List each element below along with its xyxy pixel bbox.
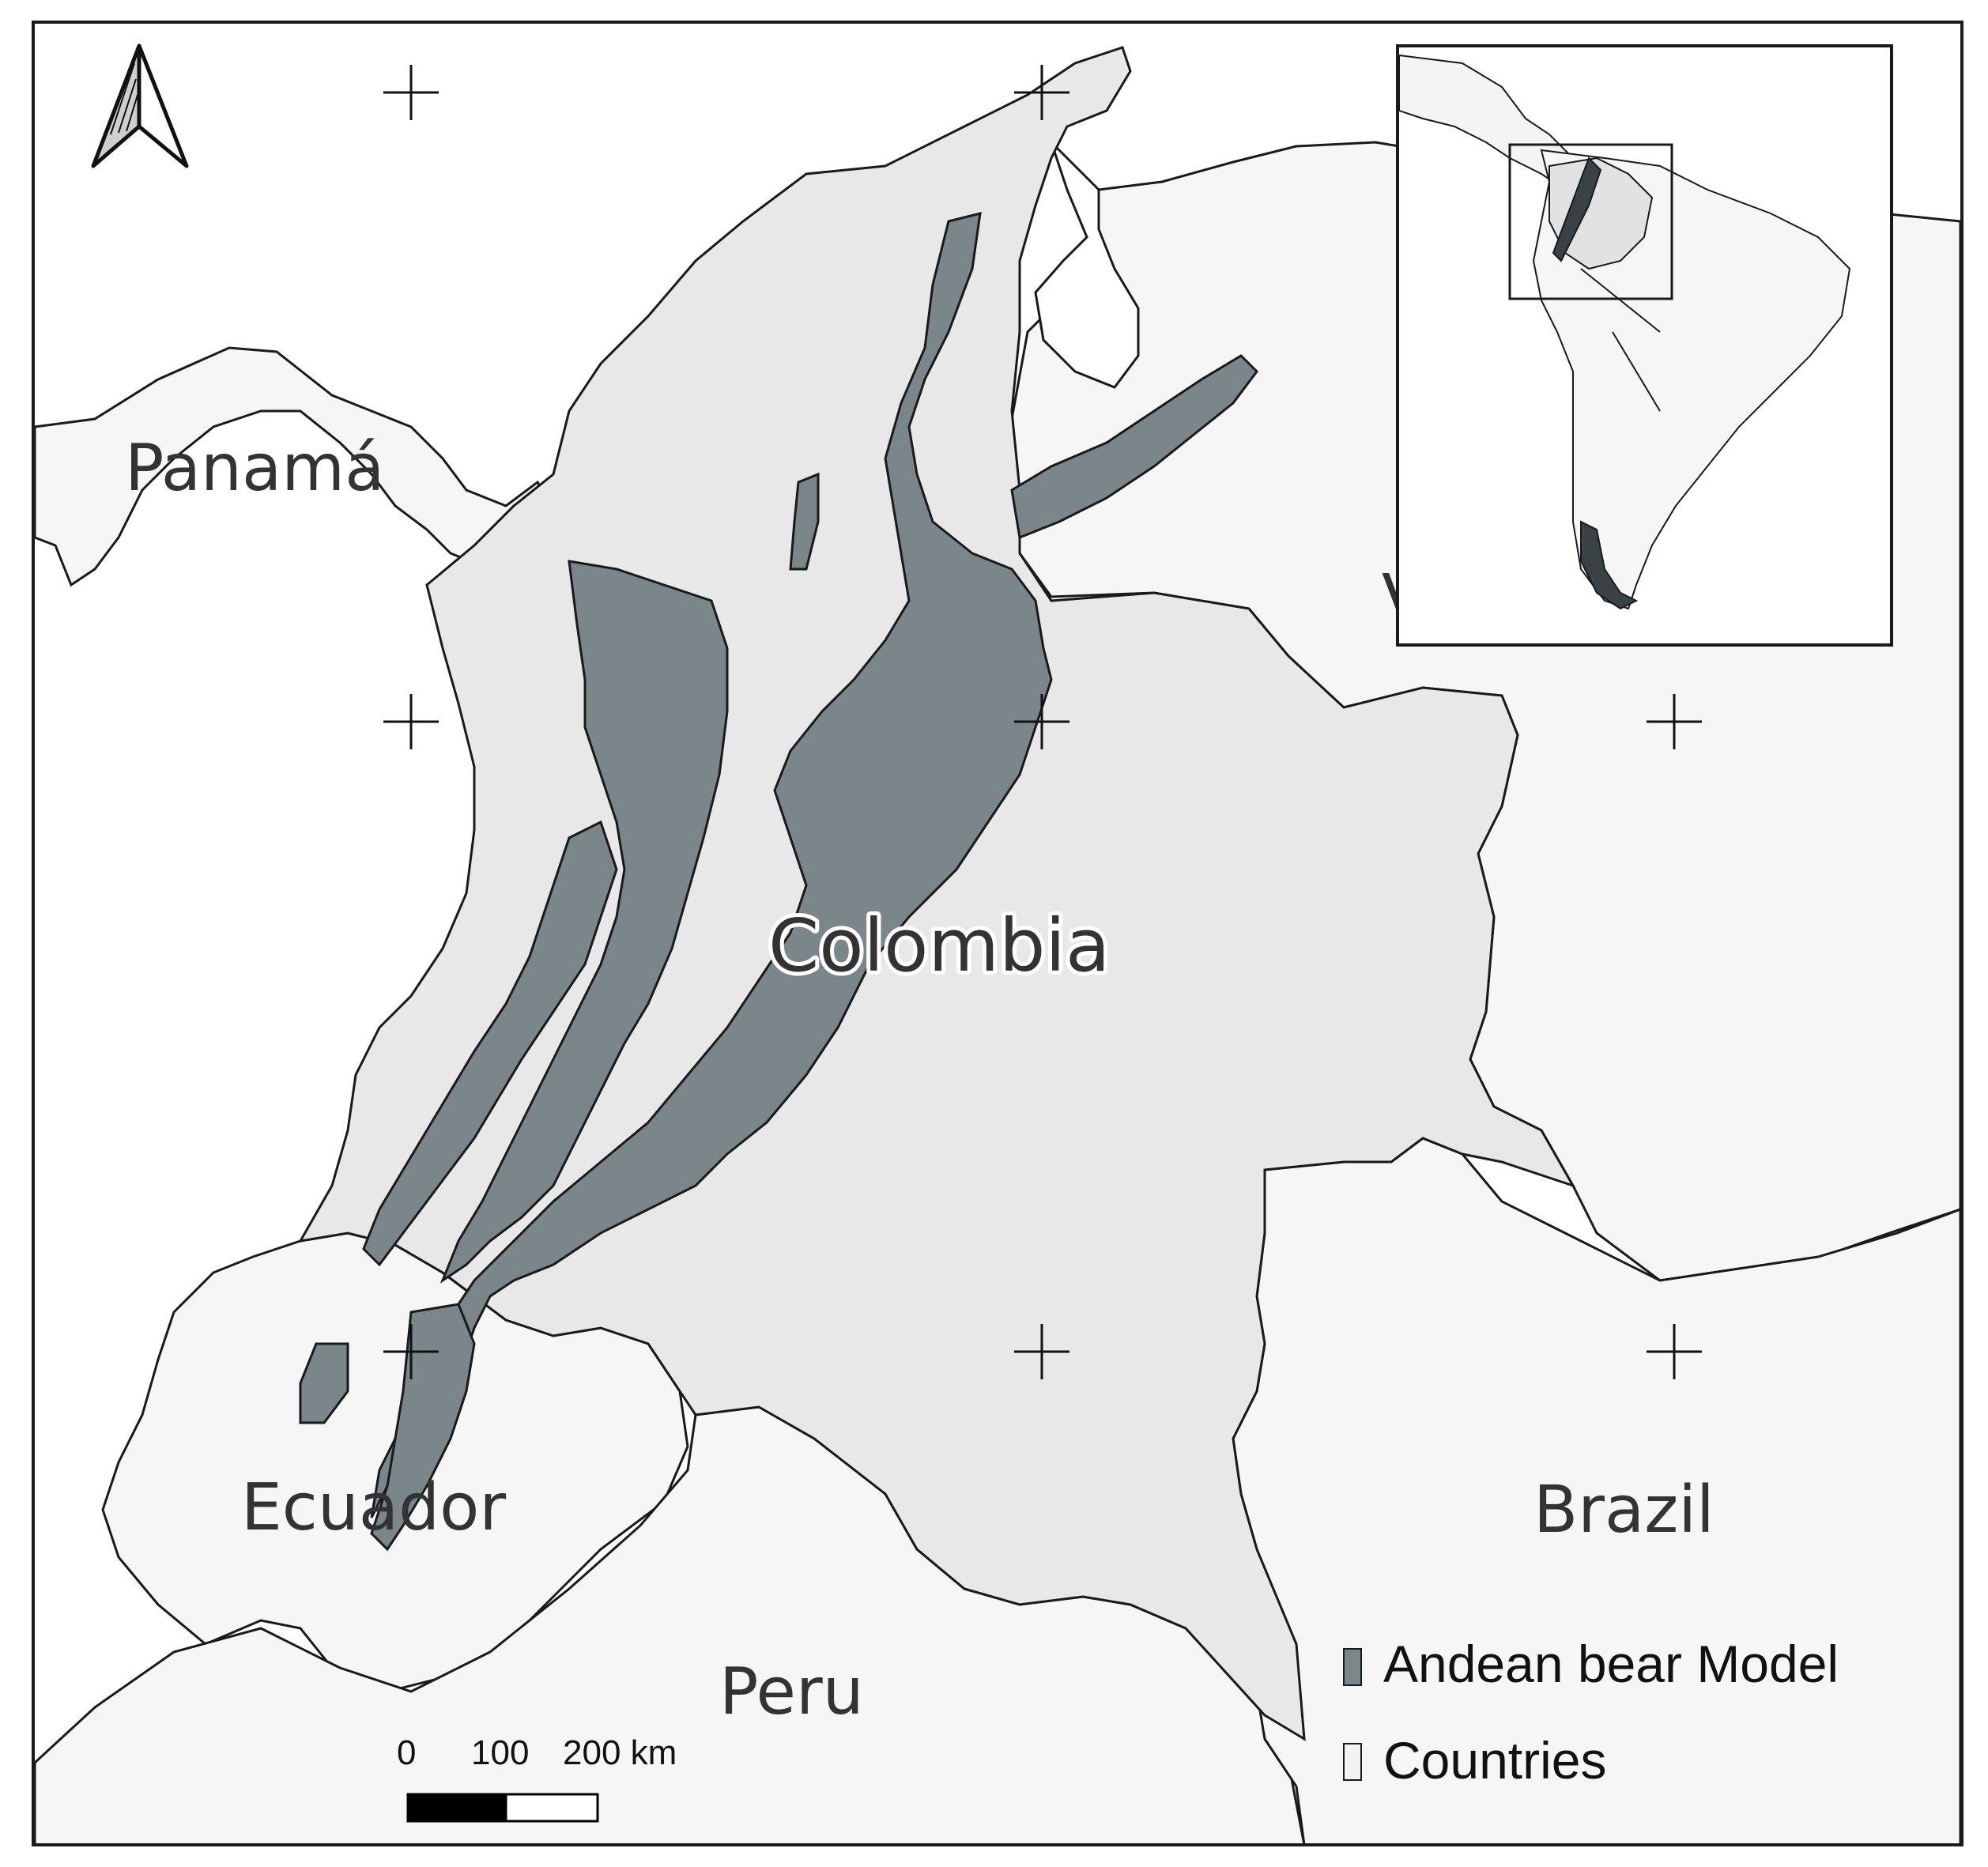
legend-label-countries: Countries: [1383, 1731, 1606, 1790]
legend-swatch-countries: [1343, 1743, 1362, 1781]
bear-range-southern: [370, 1303, 476, 1552]
graticule-cross: [383, 694, 439, 749]
legend-label-bear: Andean bear Model: [1383, 1635, 1839, 1693]
scale-bar: 0 100 200 km: [397, 1733, 677, 1823]
inset-south-america: [1532, 149, 1851, 610]
scale-label-100: 100: [471, 1733, 529, 1772]
bear-range-western-cordillera: [362, 820, 618, 1267]
graticule-cross: [1647, 694, 1702, 749]
bear-range-perija: [1010, 354, 1258, 540]
scale-label-200: 200 km: [563, 1733, 677, 1772]
graticule-cross: [1014, 65, 1069, 120]
andean-bear-model: [299, 212, 1258, 1552]
label-panama: Panamá: [125, 431, 384, 506]
label-colombia: Colombia: [768, 903, 1110, 988]
legend-swatch-bear: [1343, 1648, 1362, 1686]
graticule-cross: [383, 1324, 439, 1379]
inset-bear-range: [1552, 157, 1602, 262]
graticule-cross: [383, 65, 439, 120]
bear-range-central-cordillera: [439, 560, 729, 1284]
panama-shape: [35, 346, 555, 587]
north-arrow-icon: [91, 43, 189, 168]
inset-map: [1396, 44, 1893, 647]
graticule-cross: [1014, 1324, 1069, 1379]
bear-range-north-islet: [789, 472, 820, 571]
legend: Andean bear Model Countries: [1343, 1635, 1839, 1790]
scale-label-0: 0: [397, 1733, 416, 1772]
lake-maracaibo: [1034, 141, 1140, 389]
inset-extent-box: [1508, 143, 1673, 300]
bear-range-ecuador-west: [299, 1342, 349, 1424]
graticule-cross: [1647, 1324, 1702, 1379]
graticule-cross: [1014, 694, 1069, 749]
inset-bear-south: [1580, 520, 1639, 610]
inset-colombia: [1549, 157, 1654, 270]
label-ecuador: Ecuador: [241, 1470, 506, 1545]
graticule: [383, 65, 1702, 1379]
label-brazil: Brazil: [1533, 1473, 1715, 1548]
label-peru: Peru: [719, 1654, 864, 1729]
